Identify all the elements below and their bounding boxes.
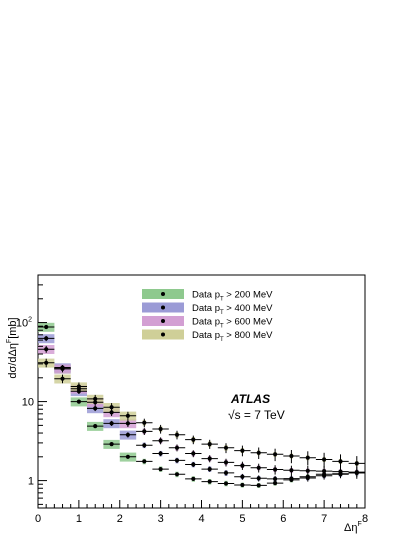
data-point [338,469,343,474]
legend-marker [161,319,165,323]
data-point [158,426,163,432]
x-tick-label: 8 [362,513,368,525]
data-point [223,470,229,475]
data-point [109,442,114,447]
data-point [305,475,310,481]
legend-entry: Data pT > 400 MeV [192,303,273,316]
y-axis-label: dσ/dΔηF[mb] [6,317,19,378]
x-tick-label: 6 [280,513,286,525]
y-tick-label: 1 [28,476,34,488]
data-point [191,451,196,456]
data-point [60,376,65,381]
legend-entry: Data pT > 200 MeV [192,290,273,303]
data-point [174,432,180,437]
legend-entry: Data pT > 600 MeV [192,317,273,330]
data-point [207,479,212,484]
data-point [289,468,294,473]
data-point [93,400,98,405]
data-point [240,474,245,479]
data-point [305,468,310,473]
x-tick-label: 2 [117,513,123,525]
data-point [191,476,196,481]
data-point [322,473,327,478]
data-point [240,463,245,468]
data-point [158,451,163,456]
data-point [207,467,212,472]
data-point [256,476,261,481]
data-point [44,324,49,330]
data-point [256,483,261,488]
data-point [142,429,147,434]
x-tick-label: 4 [198,513,204,525]
data-point [207,442,212,447]
x-tick-label: 0 [35,513,41,525]
data-point [305,455,310,460]
x-tick-label: 5 [239,513,245,525]
data-point [322,457,327,462]
data-point [174,445,180,450]
data-point [158,467,163,472]
data-points [44,324,359,488]
data-point [125,421,130,426]
legend-marker [161,305,165,310]
data-point [191,437,196,442]
data-point [273,476,278,481]
y-tick-label: 10 [22,397,34,409]
x-tick-label: 1 [76,513,82,525]
data-point [93,424,98,429]
data-point [125,454,130,459]
data-point [223,481,229,486]
energy-label: √s = 7 TeV [228,408,285,422]
axes: 0 1 2 3 4 5 6 7 8 102 10 1 [16,274,368,525]
data-point [273,452,278,457]
systematic-bands [38,322,359,488]
legend-marker [161,332,165,337]
data-point [93,396,98,401]
data-point [76,384,81,389]
data-point [223,460,229,465]
legend-marker [161,292,165,296]
data-point [44,336,49,341]
x-tick-label: 7 [321,513,327,525]
data-point [109,421,114,426]
data-point [76,399,81,404]
data-point [44,347,49,352]
data-point [60,366,65,371]
data-point [44,360,49,365]
data-point [273,481,278,486]
data-point [142,420,147,425]
data-point [158,438,163,443]
data-point [191,462,196,467]
data-point [125,432,130,437]
data-point [289,476,294,481]
data-point [125,413,130,418]
data-point [174,458,180,463]
legend-entry: Data pT > 800 MeV [192,330,273,343]
data-point [240,448,245,453]
data-point [354,461,359,466]
data-point [322,469,327,474]
x-tick-label: 3 [158,513,164,525]
data-point [142,459,147,464]
data-point [354,470,359,475]
data-point [142,443,147,448]
y-tick-label: 102 [16,317,32,330]
data-point [109,410,114,415]
data-point [338,459,343,464]
data-point [223,445,229,450]
data-point [240,482,245,488]
x-axis-label: ΔηF [344,521,362,534]
data-point [93,406,98,411]
atlas-label: ATLAS [230,392,270,406]
data-point [109,405,114,410]
data-point [256,465,261,470]
data-point [174,472,180,477]
data-point [273,467,278,472]
data-point [256,450,261,455]
data-point [207,456,212,461]
data-point [289,453,294,459]
